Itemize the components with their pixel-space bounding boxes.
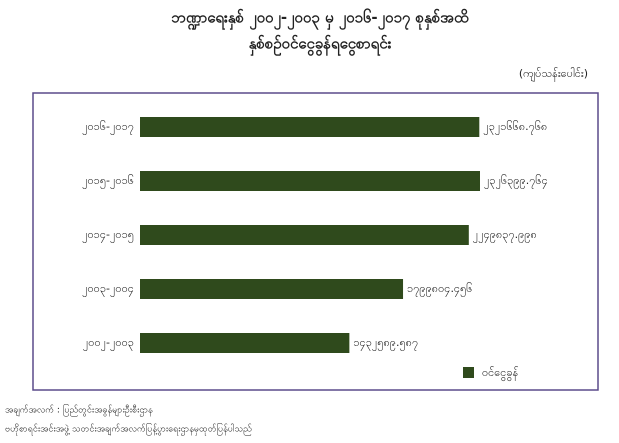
y-tick-label: ၂၀၁၄-၂၀၁၅ (82, 228, 134, 243)
bar (140, 333, 350, 353)
value-label: ၁၇၉၉၈၀၄.၄၅၆ (407, 282, 472, 297)
publisher-note: ဗဟိုစာရင်းအင်းအဖွဲ့ သတင်းအချက်အလက်ပြန့်ပ… (5, 423, 252, 436)
source-note: အချက်အလက် : ပြည်တွင်းအခွန်များဦးစီးဌာန (5, 404, 153, 417)
y-tick-label: ၂၀၁၅-၂၀၁၆ (82, 174, 134, 189)
value-label: ၂၃၂၆၃၉၉.၇၆၄ (484, 174, 548, 189)
y-tick-label: ၂၀၀၂-၂၀၀၃ (83, 336, 134, 351)
chart-subtitle: နှစ်စဉ်ဝင်ငွေခွန်ရငွေစာရင်း (249, 34, 392, 57)
bar (140, 171, 480, 191)
y-tick-label: ၂၀၁၆-၂၀၁၇ (82, 120, 134, 135)
plot-frame (32, 92, 599, 391)
bar (140, 117, 480, 137)
legend-label: ဝင်ငွေခွန် (482, 366, 518, 381)
value-label: ၂၂၄၉၈၃၇.၉၉၈ (473, 228, 537, 243)
chart-title: ဘဏ္ဍာရေးနှစ် ၂၀၀၂-၂၀၀၃ မှ ၂၀၁၆-၂၀၁၇ စုနှ… (172, 8, 469, 31)
unit-label: (ကျပ်သန်းပေါင်း) (519, 67, 588, 82)
bar (140, 279, 404, 299)
bar (140, 225, 469, 245)
value-label: ၁၄၃၂၅၈၉.၅၈၇ (353, 336, 418, 351)
value-label: ၂၃၂၁၆၆၈.၇၆၈ (483, 120, 547, 135)
y-tick-label: ၂၀၀၃-၂၀၀၄ (82, 282, 134, 297)
legend-swatch (463, 367, 474, 378)
